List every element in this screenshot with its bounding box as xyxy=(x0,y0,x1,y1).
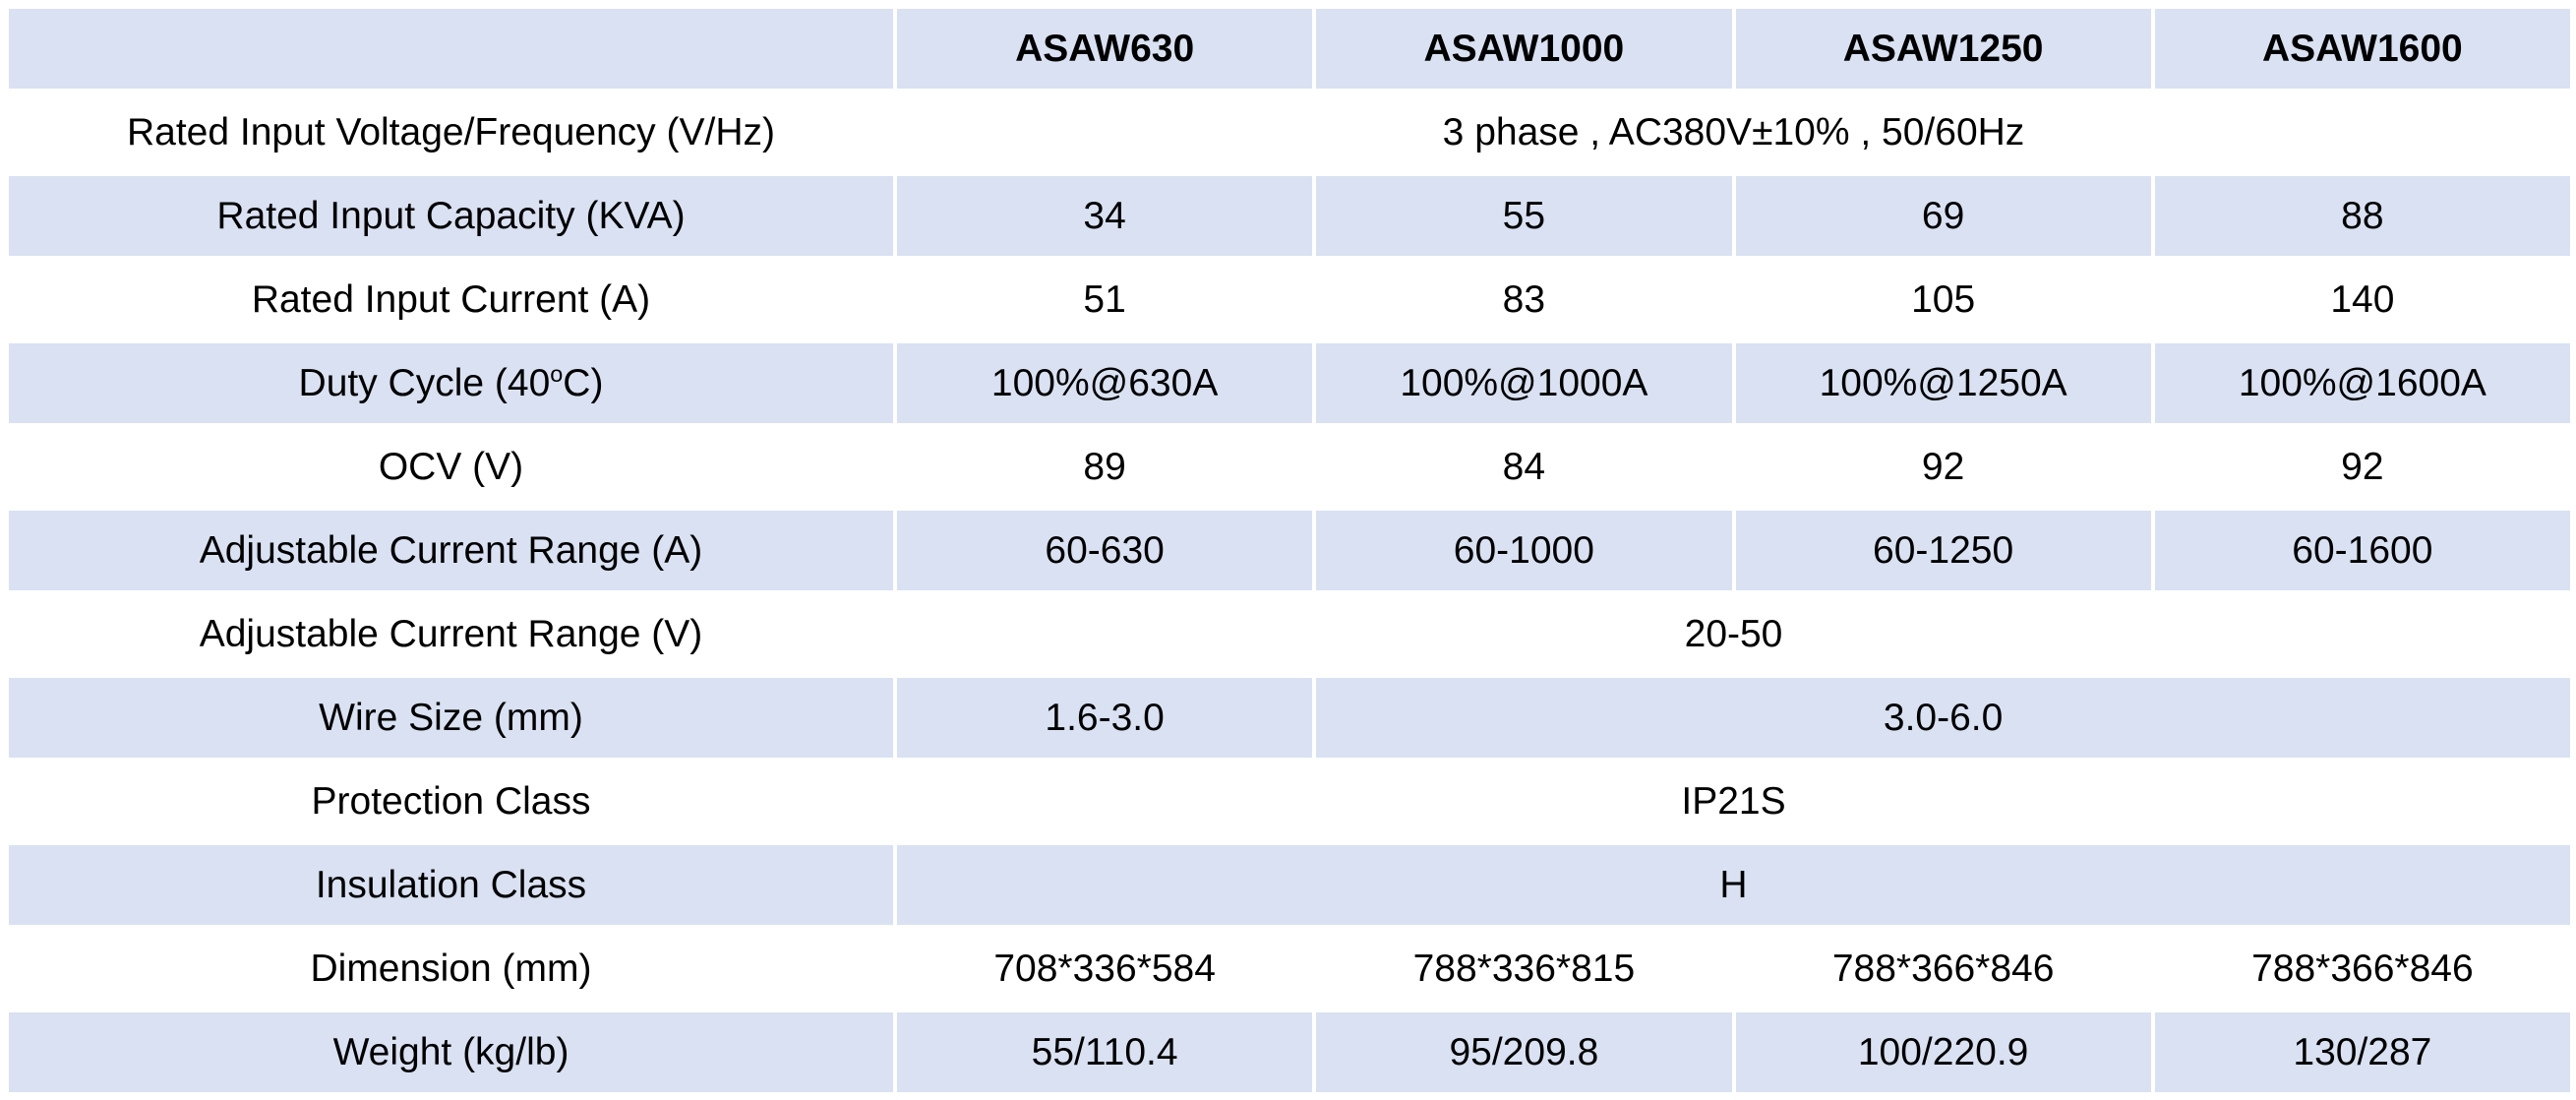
cell-value: 100%@1000A xyxy=(1316,343,1732,423)
row-label: Rated Input Capacity (KVA) xyxy=(9,176,893,256)
row-label: Rated Input Current (A) xyxy=(251,277,651,321)
header-model: ASAW1600 xyxy=(2154,9,2570,89)
cell-value: 88 xyxy=(2154,176,2570,256)
cell-value: 92 xyxy=(2341,445,2384,488)
cell-value: 20-50 xyxy=(1684,612,1783,655)
header-blank-cell xyxy=(9,9,893,89)
cell-value: 3.0-6.0 xyxy=(1316,678,2570,758)
cell-value: 60-1000 xyxy=(1316,511,1732,590)
row-label: Rated Input Voltage/Frequency (V/Hz) xyxy=(126,110,776,153)
cell-value: 788*366*846 xyxy=(2251,947,2474,990)
row-label: Insulation Class xyxy=(9,845,893,925)
cell-value: IP21S xyxy=(1681,779,1786,823)
cell-value: 60-630 xyxy=(897,511,1313,590)
row-label: Weight (kg/lb) xyxy=(9,1012,893,1092)
row-label: Protection Class xyxy=(311,779,591,823)
table-row: Dimension (mm) 708*336*584 788*336*815 7… xyxy=(9,929,2570,1008)
cell-value: 1.6-3.0 xyxy=(897,678,1313,758)
cell-value: 60-1250 xyxy=(1735,511,2151,590)
row-label: Duty Cycle (40oC) xyxy=(9,343,893,423)
cell-value: 788*366*846 xyxy=(1831,947,2055,990)
spec-table: ASAW630 ASAW1000 ASAW1250 ASAW1600 Rated… xyxy=(5,5,2574,1096)
header-model: ASAW630 xyxy=(897,9,1313,89)
table-row: Wire Size (mm) 1.6-3.0 3.0-6.0 xyxy=(9,678,2570,758)
table-row: Duty Cycle (40oC) 100%@630A 100%@1000A 1… xyxy=(9,343,2570,423)
cell-value: 100%@1600A xyxy=(2154,343,2570,423)
cell-value: 130/287 xyxy=(2154,1012,2570,1092)
cell-value: 788*336*815 xyxy=(1412,947,1636,990)
row-label-text: Duty Cycle (40 xyxy=(298,362,551,404)
cell-value: 84 xyxy=(1502,445,1546,488)
cell-value: 51 xyxy=(1083,277,1126,321)
cell-value: 89 xyxy=(1083,445,1126,488)
table-row: Rated Input Voltage/Frequency (V/Hz) 3 p… xyxy=(9,92,2570,172)
header-row: ASAW630 ASAW1000 ASAW1250 ASAW1600 xyxy=(9,9,2570,89)
table-row: Protection Class IP21S xyxy=(9,762,2570,841)
table-row: Rated Input Capacity (KVA) 34 55 69 88 xyxy=(9,176,2570,256)
row-label: Adjustable Current Range (V) xyxy=(199,612,703,655)
row-label: Wire Size (mm) xyxy=(9,678,893,758)
cell-value: 69 xyxy=(1735,176,2151,256)
degree-superscript: o xyxy=(550,361,564,387)
cell-value: 105 xyxy=(1911,277,1976,321)
row-label: Dimension (mm) xyxy=(310,947,592,990)
cell-value: 92 xyxy=(1921,445,1965,488)
header-model: ASAW1000 xyxy=(1316,9,1732,89)
table-row: Adjustable Current Range (A) 60-630 60-1… xyxy=(9,511,2570,590)
cell-value: H xyxy=(897,845,2570,925)
header-model: ASAW1250 xyxy=(1735,9,2151,89)
table-row: Rated Input Current (A) 51 83 105 140 xyxy=(9,260,2570,339)
table-row: OCV (V) 89 84 92 92 xyxy=(9,427,2570,507)
cell-value: 83 xyxy=(1502,277,1546,321)
cell-value: 708*336*584 xyxy=(993,947,1216,990)
cell-value: 3 phase , AC380V±10% , 50/60Hz xyxy=(1442,110,2025,153)
row-label: OCV (V) xyxy=(378,445,524,488)
cell-value: 55 xyxy=(1316,176,1732,256)
cell-value: 100%@1250A xyxy=(1735,343,2151,423)
cell-value: 34 xyxy=(897,176,1313,256)
cell-value: 55/110.4 xyxy=(897,1012,1313,1092)
cell-value: 100%@630A xyxy=(897,343,1313,423)
row-label: Adjustable Current Range (A) xyxy=(9,511,893,590)
table-row: Insulation Class H xyxy=(9,845,2570,925)
cell-value: 140 xyxy=(2330,277,2395,321)
cell-value: 100/220.9 xyxy=(1735,1012,2151,1092)
table-row: Weight (kg/lb) 55/110.4 95/209.8 100/220… xyxy=(9,1012,2570,1092)
table-row: Adjustable Current Range (V) 20-50 xyxy=(9,594,2570,674)
row-label-text: C) xyxy=(563,362,604,404)
cell-value: 60-1600 xyxy=(2154,511,2570,590)
cell-value: 95/209.8 xyxy=(1316,1012,1732,1092)
